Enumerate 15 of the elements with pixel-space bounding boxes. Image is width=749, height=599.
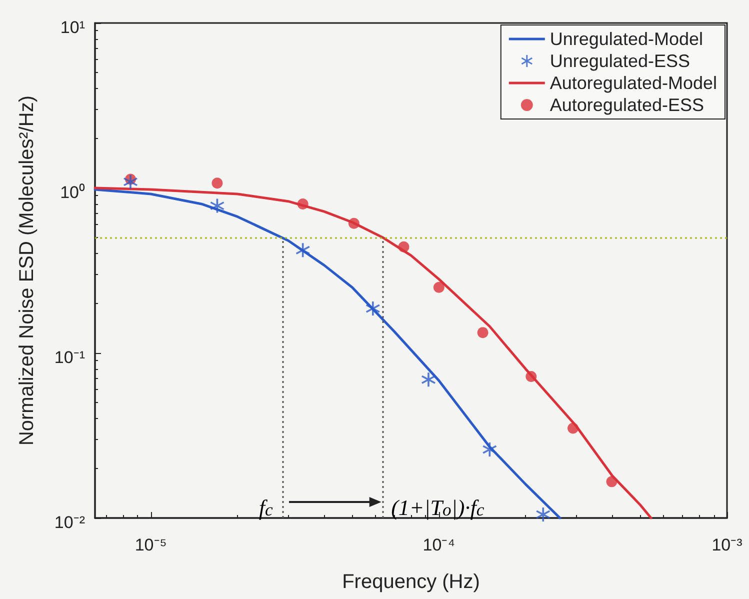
- legend-label: Autoregulated-Model: [550, 73, 718, 93]
- x-tick-label: 10⁻⁵: [134, 536, 167, 554]
- legend-label: Autoregulated-ESS: [550, 95, 704, 115]
- x-axis-title: Frequency (Hz): [342, 571, 480, 593]
- y-tick-label: 10⁻²: [54, 512, 86, 532]
- annotation: (1+|To|)·fc: [391, 495, 484, 520]
- y-tick-label: 10⁻¹: [54, 348, 86, 367]
- annotation: fc: [258, 495, 273, 520]
- y-axis-title: Normalized Noise ESD (Molecules²/Hz): [16, 95, 38, 446]
- x-tick-label: 10⁻³: [712, 536, 743, 554]
- y-tick-label: 10⁰: [60, 182, 85, 202]
- x-tick-label: 10⁻⁴: [422, 536, 456, 554]
- legend-label: Unregulated-Model: [550, 29, 703, 49]
- legend-label: Unregulated-ESS: [550, 51, 690, 71]
- y-tick-label: 10¹: [60, 18, 86, 37]
